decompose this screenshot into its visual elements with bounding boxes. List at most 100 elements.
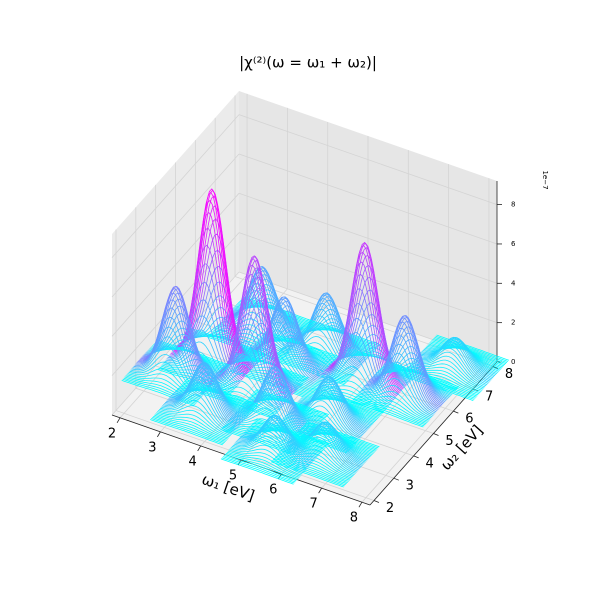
x-tick	[197, 445, 202, 452]
x-tick-label: 2	[108, 426, 116, 441]
contour-line	[276, 353, 350, 380]
contour-line	[160, 399, 233, 434]
contour-line	[212, 298, 286, 404]
contour-line	[320, 332, 394, 402]
contour-line	[126, 374, 200, 401]
contour-line	[418, 337, 492, 381]
contour-line	[163, 382, 236, 431]
contour-line	[291, 378, 365, 435]
contour-line	[164, 376, 237, 430]
z-tick-label: 4	[511, 279, 516, 287]
contour-line	[363, 343, 437, 413]
contour-line	[221, 457, 295, 484]
contour-line	[315, 380, 389, 408]
y-tick	[393, 477, 399, 481]
contour-line	[415, 344, 489, 384]
contour-line	[209, 334, 283, 361]
y-tick	[433, 433, 439, 436]
y-tick	[492, 366, 499, 369]
contour-line	[321, 317, 395, 401]
contour-line	[161, 364, 235, 391]
y-tick-label: 4	[426, 456, 434, 471]
contour-line	[417, 339, 491, 382]
contour-line	[183, 281, 257, 366]
contour-line	[153, 415, 226, 442]
contour-line	[152, 416, 225, 443]
contour-line	[225, 452, 299, 479]
contour-line	[361, 361, 435, 415]
contour-line	[371, 321, 445, 404]
contour-line	[275, 354, 349, 381]
contour-line	[353, 397, 427, 425]
contour-line	[236, 419, 310, 467]
contour-line	[234, 426, 308, 469]
contour-line	[357, 390, 431, 420]
y-tick-label: 6	[465, 412, 473, 427]
contour-line	[375, 346, 449, 400]
contour-line	[227, 450, 301, 477]
contour-line	[186, 316, 260, 363]
surface-peak	[220, 366, 330, 456]
contour-line	[233, 354, 307, 381]
contour-line	[354, 396, 428, 423]
x-tick	[116, 417, 121, 424]
x-tick	[318, 487, 322, 494]
contour-line	[158, 405, 232, 435]
z-tick-label: 0	[511, 358, 515, 366]
contour-line	[155, 413, 228, 440]
y-tick-label: 3	[406, 479, 414, 494]
y-tick-label: 7	[485, 389, 493, 404]
contour-line	[413, 351, 487, 387]
contour-line	[232, 435, 306, 471]
contour-line	[208, 363, 281, 410]
contour-line	[414, 347, 488, 386]
contour-line	[365, 327, 439, 410]
contour-line	[225, 322, 299, 390]
surface-peak	[220, 414, 330, 485]
contour-line	[231, 440, 305, 473]
grid-line	[111, 232, 240, 376]
x-tick	[358, 501, 363, 508]
contour-line	[235, 376, 309, 438]
contour-line	[420, 336, 494, 379]
z-tick-label: 8	[511, 201, 515, 209]
contour-line	[161, 394, 234, 433]
contour-line	[223, 299, 297, 392]
x-tick-label: 3	[148, 440, 156, 455]
grid-line	[234, 276, 494, 367]
contour-line	[359, 377, 433, 418]
contour-line	[228, 348, 302, 387]
x-tick-label: 8	[350, 511, 358, 526]
contour-line	[230, 444, 304, 474]
contour-line	[407, 367, 481, 394]
x-tick-label: 5	[229, 469, 237, 484]
contour-line	[436, 334, 510, 361]
contour-line	[251, 394, 325, 421]
contour-line	[356, 394, 430, 421]
contour-line	[151, 418, 224, 445]
contour-line	[284, 432, 358, 472]
contour-line	[381, 366, 455, 393]
contour-line	[165, 371, 238, 428]
y-tick-label: 5	[445, 434, 453, 449]
contour-line	[236, 371, 310, 437]
y-tick-label: 8	[505, 367, 513, 382]
contour-line	[184, 295, 258, 365]
contour-line	[163, 351, 237, 389]
contour-line	[355, 395, 429, 422]
grid-line	[238, 192, 498, 284]
contour-line	[228, 449, 302, 476]
contour-line	[256, 418, 330, 445]
contour-line	[272, 459, 346, 486]
contour-line	[233, 388, 307, 441]
grid-line	[135, 387, 394, 479]
contour-line	[162, 388, 235, 432]
grid-line	[111, 193, 240, 337]
contour-line	[376, 352, 450, 398]
contour-line	[127, 373, 201, 400]
contour-line	[235, 422, 309, 468]
contour-line	[382, 365, 456, 392]
contour-line	[143, 298, 217, 381]
y-tick	[373, 500, 380, 503]
